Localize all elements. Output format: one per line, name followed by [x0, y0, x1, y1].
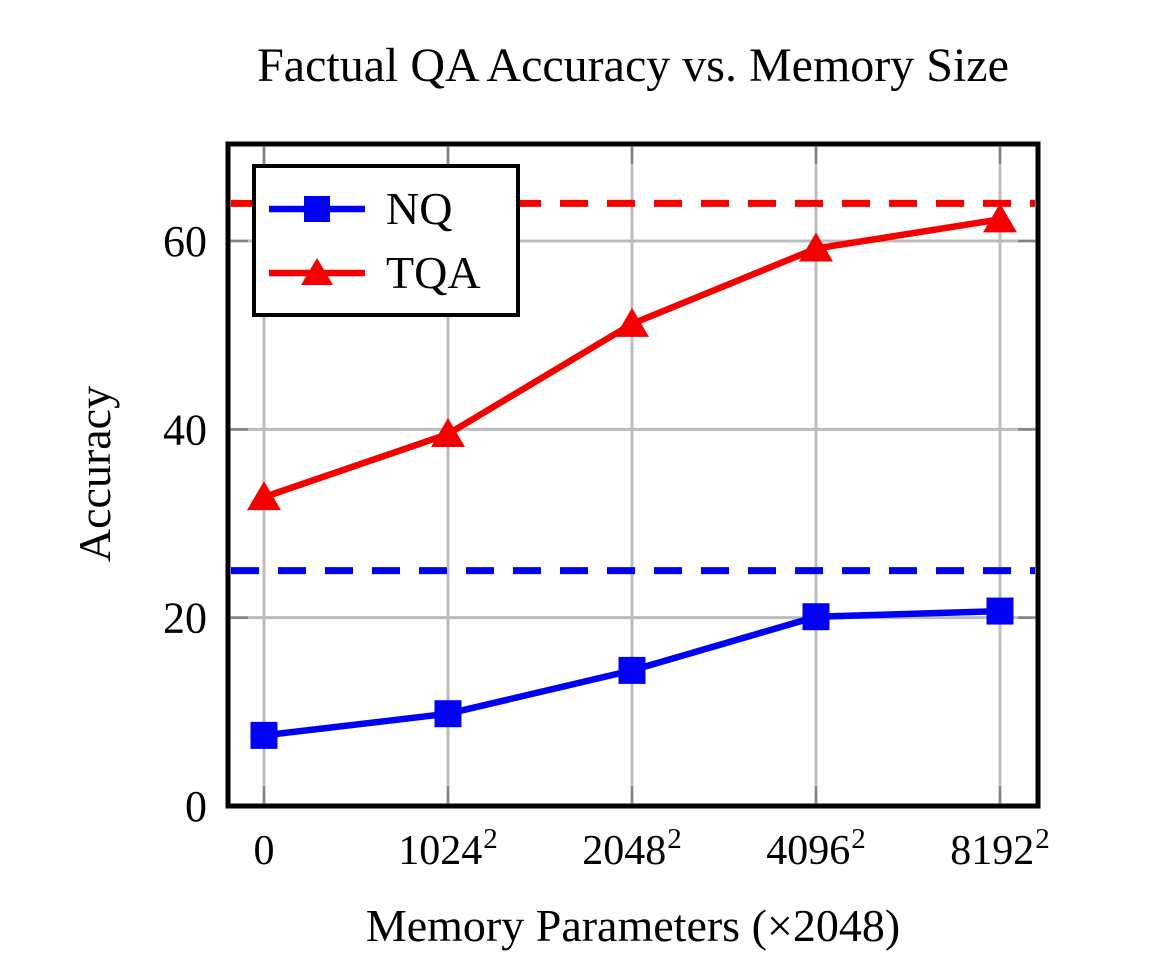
legend-sample-nq-square-icon: [269, 195, 365, 222]
legend-item-nq: NQ: [268, 181, 516, 237]
marker-triangle-tqa: [431, 418, 465, 448]
legend-marker-triangle: [301, 257, 333, 285]
y-tick-label: 20: [163, 594, 207, 643]
marker-triangle-tqa: [247, 481, 281, 511]
y-tick-label: 60: [163, 217, 207, 266]
marker-square-nq: [618, 656, 646, 684]
x-tick-label: 0: [254, 828, 275, 874]
y-tick-label: 0: [185, 782, 207, 831]
marker-square-nq: [434, 700, 462, 728]
x-tick-label: 20482: [582, 823, 682, 874]
marker-triangle-tqa: [615, 307, 649, 337]
x-axis-label: Memory Parameters (×2048): [365, 900, 901, 951]
marker-square-nq: [250, 721, 278, 749]
legend-label-nq: NQ: [386, 182, 453, 234]
legend-item-tqa: TQA: [268, 245, 516, 301]
marker-square-nq: [802, 603, 830, 631]
y-tick-label: 40: [163, 405, 207, 454]
legend: NQ TQA: [252, 164, 520, 317]
marker-triangle-tqa: [983, 203, 1017, 233]
marker-square-nq: [986, 597, 1014, 625]
chart-title: Factual QA Accuracy vs. Memory Size: [257, 39, 1009, 92]
legend-label-tqa: TQA: [386, 246, 481, 298]
plot-frame: [225, 141, 1041, 809]
legend-marker-square: [304, 195, 330, 222]
x-tick-label: 81922: [950, 823, 1050, 874]
marker-triangle-tqa: [799, 232, 833, 262]
x-tick-label: 10242: [398, 823, 498, 874]
legend-sample-tqa-triangle-icon: [269, 257, 365, 285]
x-tick-label: 40962: [766, 823, 866, 874]
